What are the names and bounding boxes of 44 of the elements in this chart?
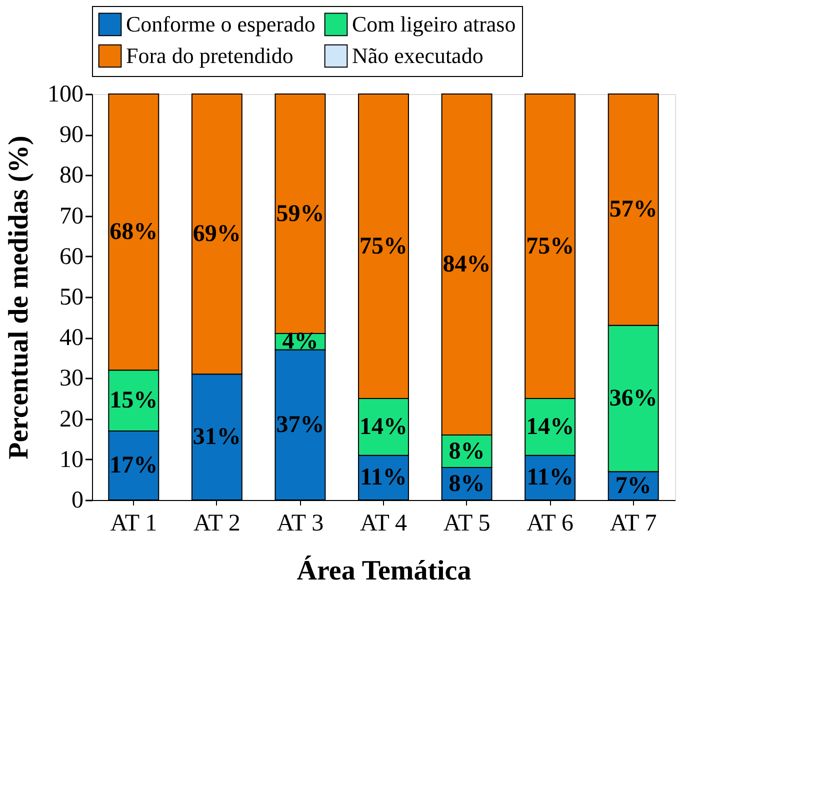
x-tick-label: AT 4 — [360, 510, 407, 536]
y-axis-title: Percentual de medidas (%) — [4, 136, 34, 460]
x-tick-label: AT 3 — [276, 510, 324, 536]
data-label: 68% — [110, 219, 158, 246]
data-label: 31% — [192, 424, 241, 450]
x-axis-title: Área Temática — [296, 554, 472, 586]
legend-label: Conforme o esperado — [126, 11, 316, 36]
y-tick-label: 40 — [60, 325, 84, 352]
data-label: 8% — [448, 470, 485, 497]
data-label: 59% — [276, 200, 324, 227]
x-tick-label: AT 6 — [526, 510, 574, 536]
y-tick-label: 0 — [72, 488, 84, 514]
data-label: 57% — [609, 196, 658, 223]
x-tick-label: AT 7 — [610, 510, 657, 536]
y-tick-label: 10 — [60, 446, 84, 473]
y-tick-label: 20 — [60, 406, 84, 432]
y-tick-label: 60 — [60, 244, 84, 270]
x-tick-label: AT 1 — [110, 510, 158, 536]
data-label: 7% — [615, 472, 652, 499]
data-label: 75% — [360, 233, 408, 260]
y-tick-label: 70 — [60, 203, 84, 230]
data-label: 15% — [110, 388, 158, 414]
legend-label: Não executado — [352, 43, 484, 68]
data-label: 11% — [526, 464, 574, 491]
y-tick-label: 90 — [60, 122, 84, 148]
x-tick-label: AT 5 — [443, 510, 490, 536]
data-label: 8% — [448, 438, 485, 464]
y-tick-label: 100 — [48, 82, 84, 108]
data-label: 11% — [360, 464, 407, 491]
y-tick-label: 50 — [60, 284, 84, 310]
legend-label: Com ligeiro atraso — [352, 11, 516, 36]
data-label: 69% — [192, 221, 241, 248]
data-label: 36% — [609, 386, 658, 412]
x-tick-label: AT 2 — [193, 510, 240, 536]
data-label: 75% — [526, 233, 574, 260]
data-label: 37% — [276, 412, 324, 438]
legend-label: Fora do pretendido — [126, 43, 294, 68]
data-label: 4% — [282, 328, 318, 355]
y-tick-label: 30 — [60, 366, 84, 392]
data-label: 84% — [442, 252, 491, 278]
y-tick-label: 80 — [60, 162, 84, 189]
data-label: 17% — [110, 452, 158, 478]
data-label: 14% — [360, 414, 408, 440]
data-label: 14% — [526, 414, 574, 440]
